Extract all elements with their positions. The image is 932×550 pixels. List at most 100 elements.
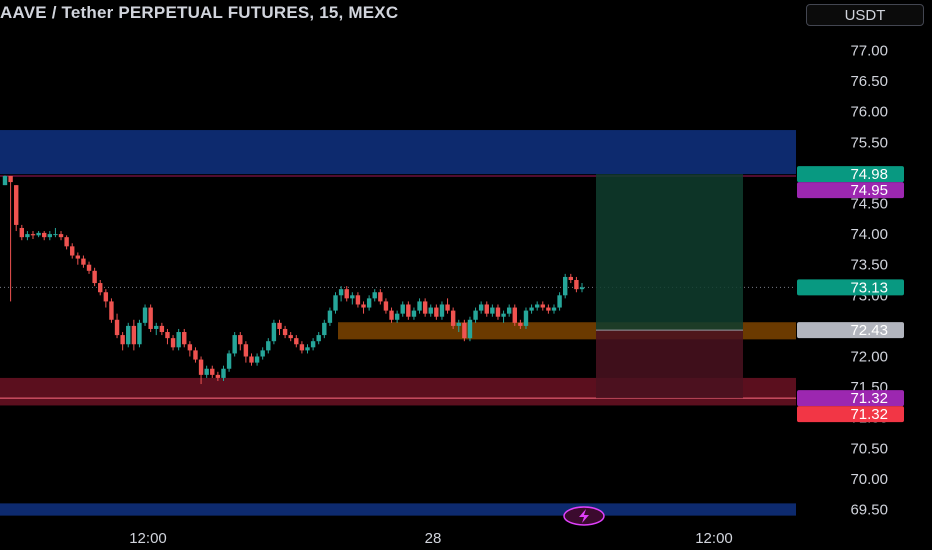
candle-body (383, 301, 389, 311)
candle-body (47, 234, 53, 238)
candle-body (210, 368, 215, 375)
candle-body (540, 304, 545, 308)
candle-body (8, 175, 13, 183)
candle-body (518, 322, 523, 326)
candle-body (165, 332, 170, 339)
candle-body (389, 310, 394, 320)
price-badge (797, 166, 904, 183)
candle-body (366, 298, 372, 308)
long-position-tool[interactable] (596, 174, 743, 399)
candle-body (154, 325, 159, 329)
loss-zone[interactable] (596, 330, 743, 399)
candle-body (305, 347, 310, 351)
candle-body (562, 276, 568, 296)
price-badge (797, 406, 904, 423)
candle-body (417, 301, 422, 311)
candle-body (344, 289, 349, 299)
candle-body (294, 338, 299, 345)
candle-body (120, 335, 125, 345)
price-axis[interactable]: 77.5077.0076.5076.0075.5074.5074.0073.50… (850, 12, 888, 519)
candle-body (42, 232, 47, 238)
x-tick-label: 12:00 (695, 530, 733, 547)
candle-body (400, 304, 405, 314)
candle-body (193, 350, 198, 360)
zone-supply[interactable] (0, 130, 796, 175)
x-tick-label: 12:00 (129, 530, 167, 547)
candle-body (30, 234, 36, 236)
y-tick-label: 74.50 (850, 196, 888, 213)
time-axis[interactable]: 12:00 28 12:00 (129, 530, 733, 547)
y-tick-label: 76.00 (850, 104, 888, 121)
candle-body (350, 295, 355, 299)
candle-body (81, 258, 86, 265)
candle-body (310, 341, 316, 348)
candle-body (232, 335, 237, 354)
chart-title: AAVE / Tether PERPETUAL FUTURES, 15, MEX… (0, 3, 399, 22)
candle-body (288, 335, 293, 339)
candle-body (327, 310, 333, 323)
candle-body (568, 276, 573, 280)
candle-body (243, 344, 249, 357)
price-badge-label: 71.32 (850, 406, 888, 423)
candle-body (254, 356, 260, 363)
y-tick-label: 76.50 (850, 73, 888, 90)
candle-body (495, 307, 501, 317)
candle-body (198, 359, 204, 375)
currency-button[interactable]: USDT (806, 4, 924, 26)
candle-body (266, 341, 271, 351)
lightning-icon (579, 509, 589, 523)
candle-body (215, 374, 221, 378)
zone-lower[interactable] (0, 503, 796, 516)
candle-body (534, 304, 540, 308)
candle-body (131, 325, 137, 345)
candle-body (64, 237, 69, 247)
candle-body (411, 310, 417, 317)
candle-body (70, 246, 75, 256)
x-tick-label: 28 (425, 530, 442, 547)
candle-body (406, 304, 411, 317)
candle-body (53, 234, 58, 236)
candle-body (378, 292, 383, 302)
y-tick-label: 73.50 (850, 257, 888, 274)
candle-body (282, 328, 288, 336)
candle-body (75, 255, 81, 259)
candle-body (260, 350, 265, 357)
candle-body (277, 322, 282, 329)
profit-zone[interactable] (596, 174, 743, 331)
candle-body (338, 289, 344, 296)
candle-body (137, 322, 142, 345)
candle-body (557, 295, 562, 308)
price-badge-label: 74.95 (850, 182, 888, 199)
candle-body (204, 368, 209, 375)
candle-body (506, 307, 512, 314)
candle-body (333, 295, 338, 311)
candle-body (478, 304, 484, 311)
candle-body (456, 322, 461, 326)
y-tick-label: 70.00 (850, 471, 888, 488)
candle-body (450, 310, 456, 326)
candle-body (238, 335, 243, 345)
candle-body (148, 307, 153, 329)
candle-body (249, 356, 254, 363)
candle-body (187, 344, 193, 351)
candle-body (221, 368, 226, 378)
candle-body (394, 313, 400, 320)
y-tick-label: 75.50 (850, 134, 888, 151)
candle-body (271, 322, 277, 342)
price-badge-label: 72.43 (850, 322, 888, 339)
candle-body (546, 307, 551, 311)
candle-body (501, 313, 506, 317)
candle-body (170, 338, 176, 348)
price-badge (797, 390, 904, 407)
price-badge (797, 322, 904, 339)
candle-body (439, 304, 445, 317)
y-tick-label: 77.00 (850, 43, 888, 60)
candle-body (103, 292, 109, 302)
events-button[interactable] (563, 506, 605, 526)
candle-body (226, 353, 232, 369)
candle-body (428, 307, 433, 314)
candle-body (58, 234, 64, 238)
y-tick-label: 69.50 (850, 502, 888, 519)
